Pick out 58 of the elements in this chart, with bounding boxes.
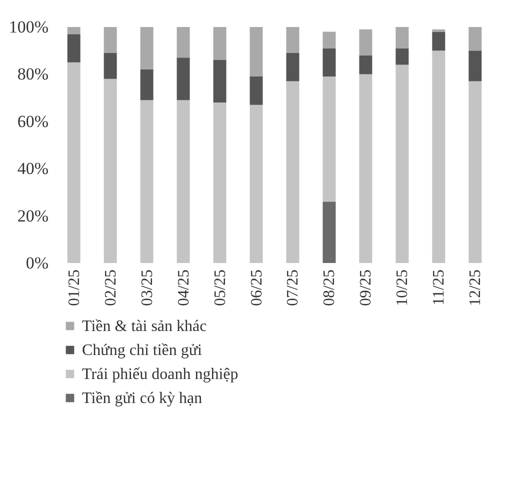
bar xyxy=(213,60,226,103)
bar xyxy=(286,27,300,53)
y-tick-label: 60% xyxy=(17,112,48,131)
x-tick-label: 03/25 xyxy=(138,270,156,306)
x-tick-label: 08/25 xyxy=(321,270,338,306)
bar xyxy=(140,27,154,70)
bar xyxy=(359,74,372,263)
x-tick-label: 02/25 xyxy=(102,270,120,306)
bar xyxy=(468,81,482,263)
bar xyxy=(468,27,482,51)
x-tick-label: 10/25 xyxy=(394,270,412,306)
bar xyxy=(468,50,482,82)
bar xyxy=(67,34,80,62)
bar xyxy=(104,78,117,263)
x-tick-label: 07/25 xyxy=(284,270,302,306)
x-tick-label: 01/25 xyxy=(66,270,83,306)
bar xyxy=(140,69,154,100)
bar xyxy=(322,202,336,263)
bar xyxy=(213,27,226,60)
bar xyxy=(176,27,190,58)
bar xyxy=(176,58,190,100)
x-tick-label: 05/25 xyxy=(212,270,229,306)
bar xyxy=(67,27,80,34)
bar xyxy=(322,32,336,48)
bar xyxy=(359,29,372,56)
bar xyxy=(396,27,409,48)
bar xyxy=(250,104,263,263)
bar xyxy=(432,32,446,51)
bar xyxy=(213,102,226,263)
bar xyxy=(250,76,263,105)
legend-label: Tiền & tài sản khác xyxy=(82,318,207,335)
x-tick-label: 06/25 xyxy=(248,270,266,306)
bar xyxy=(176,100,190,263)
bar xyxy=(322,48,336,77)
bar xyxy=(396,48,409,65)
y-tick-label: 80% xyxy=(17,64,48,84)
bar xyxy=(396,64,409,263)
bar xyxy=(359,55,372,74)
y-tick-label: 0% xyxy=(26,254,48,272)
y-tick-label: 20% xyxy=(17,206,48,226)
bar xyxy=(67,62,80,263)
legend-label: Tiền gửi có kỳ hạn xyxy=(82,390,202,407)
legend-label: Trái phiếu doanh nghiệp xyxy=(82,366,238,383)
bar xyxy=(432,50,446,263)
y-tick-label: 100% xyxy=(8,18,48,36)
bar xyxy=(140,100,154,263)
bar xyxy=(104,27,117,53)
bar xyxy=(286,81,300,263)
y-tick-label: 40% xyxy=(17,159,48,178)
x-tick-label: 12/25 xyxy=(467,270,484,306)
x-tick-label: 04/25 xyxy=(175,270,192,306)
bar xyxy=(286,52,300,82)
x-tick-label: 11/25 xyxy=(430,270,448,306)
bar xyxy=(104,52,117,79)
bar xyxy=(250,27,263,77)
legend-label: Chứng chỉ tiền gửi xyxy=(82,342,203,359)
bar xyxy=(322,76,336,202)
x-tick-label: 09/25 xyxy=(358,270,375,306)
